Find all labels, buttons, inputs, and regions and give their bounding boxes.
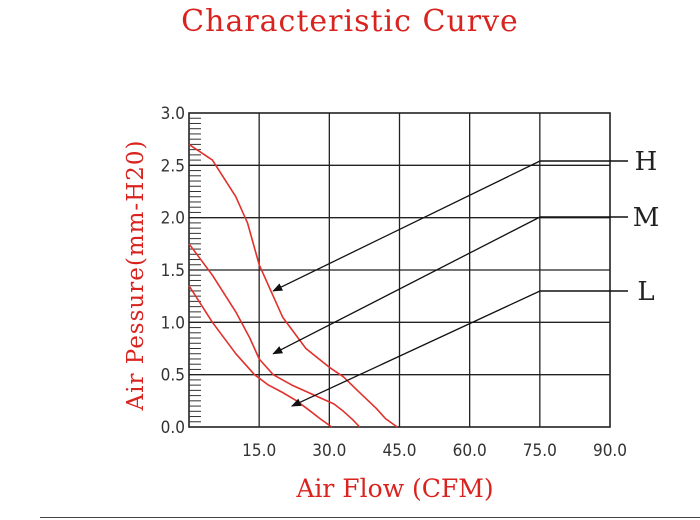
x-tick-label: 15.0 [242,441,276,461]
curve-m [188,243,361,428]
callout-label-l: L [637,277,654,307]
x-tick-label: 45.0 [382,441,416,461]
x-tick-label: 90.0 [593,441,627,461]
x-tick-label: 60.0 [453,441,487,461]
x-tick-label: 30.0 [312,441,346,461]
minor-ticks [189,117,201,423]
page-divider [40,517,700,518]
y-tick-label: 3.0 [161,104,185,124]
y-tick-label: 0.5 [161,366,185,386]
y-tick-label: 1.5 [161,261,185,281]
x-tick-label: 75.0 [523,441,557,461]
callout-arrow-h [272,160,541,292]
grid [188,112,611,428]
chart-title: Characteristic Curve [181,4,519,39]
callout-arrow-m [272,216,541,355]
y-tick-label: 0.0 [161,418,185,438]
curve-l [188,285,333,428]
x-axis-label: Air Flow (CFM) [296,474,494,503]
callout-arrow-l [291,290,541,407]
curves [188,143,398,428]
tick-labels: 15.0 30.0 45.0 60.0 75.0 90.0 0.0 0.5 1.0 1.5 2.0 2… [161,104,627,461]
callout-label-m: M [633,203,660,233]
callout-label-h: H [635,147,658,177]
callouts: HM L [272,147,660,407]
y-tick-label: 2.0 [161,209,185,229]
y-tick-label: 2.5 [161,156,185,176]
curve-h [188,143,398,428]
y-tick-label: 1.0 [161,313,185,333]
